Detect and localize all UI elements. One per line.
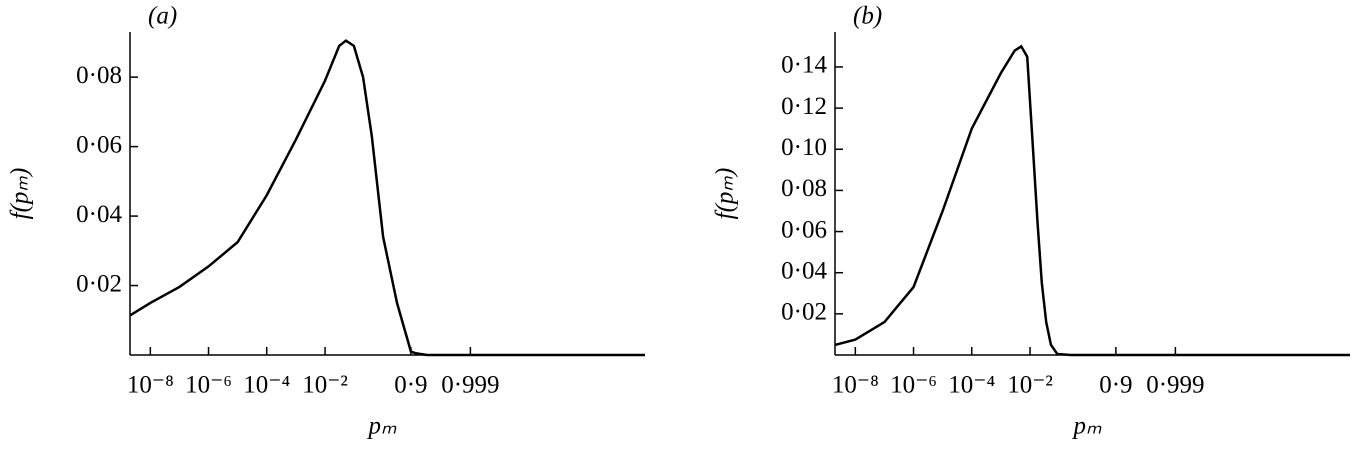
panel-title: (a) xyxy=(148,3,177,30)
x-axis-label: pₘ xyxy=(366,413,397,440)
x-tick-label: 0·999 xyxy=(441,372,499,399)
x-tick-label: 10⁻² xyxy=(302,372,348,399)
x-tick-label: 10⁻⁴ xyxy=(948,372,995,399)
y-tick-label: 0·12 xyxy=(781,93,827,120)
x-tick-label: 0·999 xyxy=(1146,372,1204,399)
y-axis-label: f(pₘ) xyxy=(712,168,739,220)
curve xyxy=(834,44,1350,357)
y-tick-label: 0·04 xyxy=(781,257,827,284)
y-tick-label: 0·02 xyxy=(781,299,827,326)
y-tick-label: 0·06 xyxy=(781,216,827,243)
y-tick-label: 0·08 xyxy=(76,62,122,89)
y-tick-label: 0·04 xyxy=(76,201,122,228)
x-tick-label: 10⁻² xyxy=(1007,372,1053,399)
panel-title: (b) xyxy=(853,3,882,30)
y-axis-label: f(pₘ) xyxy=(7,168,34,220)
y-tick-label: 0·10 xyxy=(781,134,827,161)
x-tick-label: 10⁻⁸ xyxy=(832,372,879,399)
y-tick-label: 0·14 xyxy=(781,52,827,79)
x-tick-label: 0·9 xyxy=(394,372,427,399)
y-tick-label: 0·02 xyxy=(76,270,122,297)
curve xyxy=(129,39,645,357)
x-tick-label: 10⁻⁴ xyxy=(243,372,290,399)
y-tick-label: 0·06 xyxy=(76,131,122,158)
x-tick-label: 10⁻⁶ xyxy=(890,372,937,399)
x-tick-label: 0·9 xyxy=(1099,372,1132,399)
x-axis-label: pₘ xyxy=(1071,413,1102,440)
y-tick-label: 0·08 xyxy=(781,175,827,202)
x-tick-label: 10⁻⁶ xyxy=(185,372,232,399)
x-tick-label: 10⁻⁸ xyxy=(127,372,174,399)
